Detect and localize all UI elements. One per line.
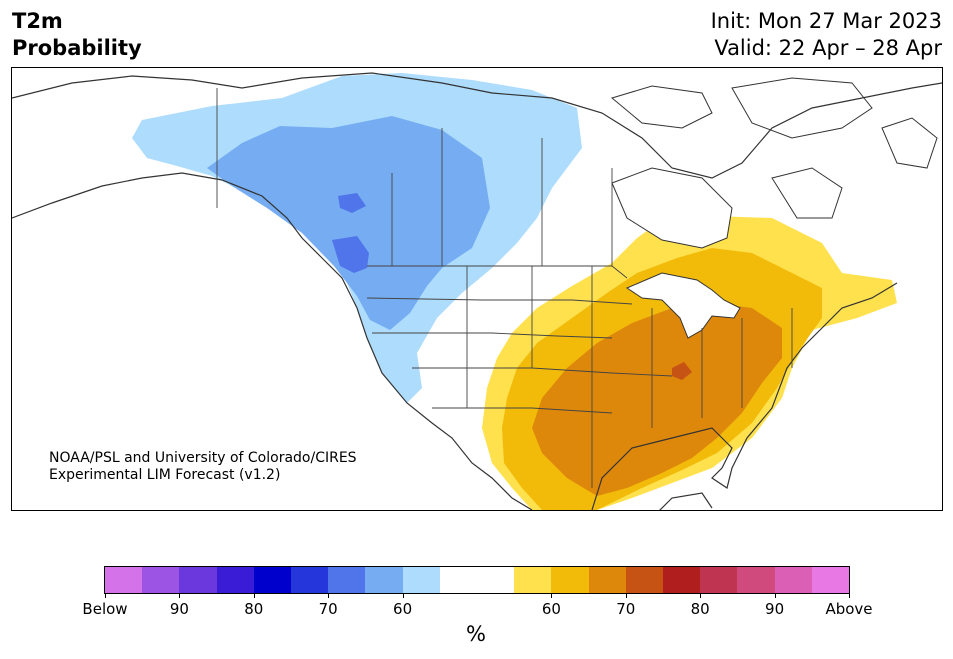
below-65-region bbox=[207, 116, 490, 330]
above-70-region bbox=[532, 303, 782, 496]
colorbar-segment bbox=[588, 567, 626, 593]
colorbar-tick-label: 80 bbox=[244, 600, 264, 618]
colorbar-segment bbox=[477, 567, 515, 593]
colorbar-tick-mark bbox=[105, 593, 106, 598]
colorbar-tick-mark bbox=[774, 593, 776, 598]
colorbar-segment bbox=[774, 567, 812, 593]
colorbar-tick-mark bbox=[402, 593, 404, 598]
arctic-islands bbox=[610, 77, 938, 219]
colorbar-segment bbox=[551, 567, 589, 593]
colorbar-segment bbox=[514, 567, 552, 593]
great-lakes bbox=[625, 272, 741, 339]
colorbar-tick-mark bbox=[328, 593, 330, 598]
colorbar-segment bbox=[179, 567, 217, 593]
colorbar-segment bbox=[365, 567, 403, 593]
colorbar-tick-mark bbox=[253, 593, 255, 598]
colorbar-segment bbox=[625, 567, 664, 593]
colorbar-tick-label: 90 bbox=[765, 600, 785, 618]
title-variable: T2m bbox=[12, 9, 63, 33]
colorbar-tick-mark bbox=[179, 593, 181, 598]
colorbar-segment bbox=[811, 567, 850, 593]
colorbar-segment bbox=[105, 567, 143, 593]
credit-model: Experimental LIM Forecast (v1.2) bbox=[49, 467, 281, 483]
colorbar-tick-label: 70 bbox=[616, 600, 636, 618]
colorbar-tick-mark bbox=[849, 593, 850, 598]
colorbar-segment bbox=[291, 567, 329, 593]
below-70-region bbox=[332, 193, 369, 273]
credit-org: NOAA/PSL and University of Colorado/CIRE… bbox=[49, 450, 357, 466]
map-canvas bbox=[12, 72, 942, 510]
hudson-bay bbox=[611, 167, 733, 249]
colorbar-tick-label: 80 bbox=[690, 600, 710, 618]
coastlines bbox=[12, 72, 942, 510]
map-title: T2m Probability bbox=[12, 8, 142, 62]
colorbar-units: % bbox=[466, 622, 486, 646]
colorbar-segment bbox=[328, 567, 366, 593]
above-75-region bbox=[672, 362, 692, 380]
colorbar-tick-label: 90 bbox=[169, 600, 189, 618]
colorbar-segment bbox=[737, 567, 775, 593]
colorbar-tick-label: Above bbox=[825, 600, 873, 618]
forecast-dates: Init: Mon 27 Mar 2023 Valid: 22 Apr – 28… bbox=[711, 8, 942, 62]
colorbar-segment bbox=[439, 567, 478, 593]
colorbar-segment bbox=[663, 567, 701, 593]
colorbar-tick-label: 70 bbox=[318, 600, 338, 618]
colorbar-segment bbox=[142, 567, 180, 593]
probability-map bbox=[11, 67, 943, 511]
colorbar-tick-mark bbox=[700, 593, 702, 598]
colorbar-tick-label: Below bbox=[82, 600, 128, 618]
colorbar-tick-mark bbox=[625, 593, 627, 598]
colorbar-segment bbox=[700, 567, 738, 593]
colorbar-segment bbox=[216, 567, 254, 593]
colorbar-tick-label: 60 bbox=[393, 600, 413, 618]
colorbar-segment bbox=[253, 567, 292, 593]
probability-colorbar bbox=[104, 566, 850, 594]
colorbar-segment bbox=[402, 567, 440, 593]
title-product: Probability bbox=[12, 36, 142, 60]
init-date: Init: Mon 27 Mar 2023 bbox=[710, 9, 942, 33]
valid-dates: Valid: 22 Apr – 28 Apr bbox=[714, 36, 942, 60]
political-borders bbox=[216, 88, 793, 488]
map-credit: NOAA/PSL and University of Colorado/CIRE… bbox=[49, 450, 357, 484]
colorbar-tick-mark bbox=[551, 593, 553, 598]
colorbar-tick-label: 60 bbox=[541, 600, 561, 618]
